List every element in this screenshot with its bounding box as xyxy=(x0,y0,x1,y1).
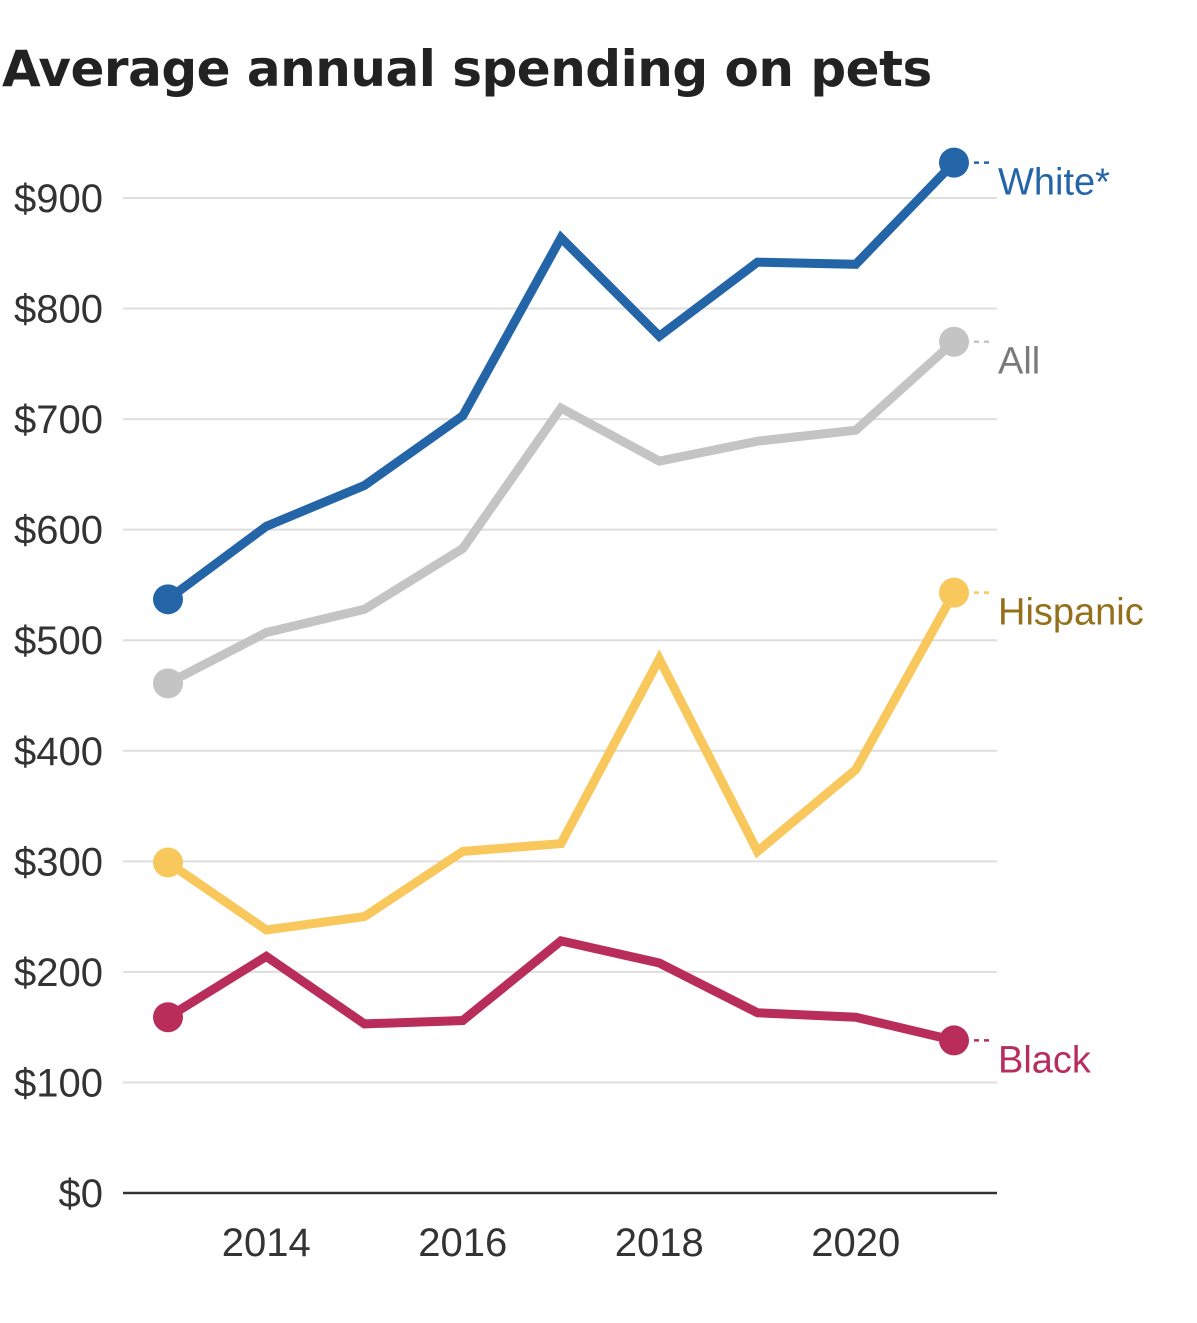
y-tick-label: $600 xyxy=(14,509,103,553)
series-line-hispanic xyxy=(165,590,958,935)
point-black-end xyxy=(939,1025,969,1056)
point-white-end xyxy=(939,147,969,178)
x-tick-label: 2014 xyxy=(222,1221,311,1265)
y-tick-label: $700 xyxy=(14,398,103,442)
y-tick-label: $0 xyxy=(59,1172,104,1216)
series-label-hispanic: Hispanic xyxy=(998,592,1144,634)
series-line-black xyxy=(165,936,956,1045)
point-black-start xyxy=(153,1002,183,1033)
point-all-start xyxy=(153,668,183,699)
y-tick-label: $300 xyxy=(14,840,103,884)
axes: $0 $100 $200 $300 $400 $500 $600 $700 $800 $900 20… xyxy=(14,177,997,1265)
series-label-all: All xyxy=(998,341,1040,383)
series-label-white: White* xyxy=(998,162,1110,204)
series-label-black: Black xyxy=(998,1039,1092,1081)
point-all-end xyxy=(939,326,969,357)
chart-title: Average annual spending on pets xyxy=(2,40,932,98)
x-tick-label: 2016 xyxy=(418,1221,507,1265)
point-hispanic-end xyxy=(939,577,969,608)
y-tick-label: $100 xyxy=(14,1061,103,1105)
series-line-white xyxy=(165,159,958,603)
x-tick-label: 2018 xyxy=(615,1221,704,1265)
y-tick-label: $200 xyxy=(14,951,103,995)
y-tick-label: $400 xyxy=(14,730,103,774)
point-white-start xyxy=(153,584,183,615)
series-lines xyxy=(153,147,969,1056)
y-tick-label: $900 xyxy=(14,177,103,221)
x-tick-label: 2020 xyxy=(811,1221,900,1265)
gridlines xyxy=(123,197,997,1084)
point-hispanic-start xyxy=(153,847,183,878)
series-labels: White* All Hispanic Black xyxy=(974,161,1144,1081)
y-tick-label: $500 xyxy=(14,619,103,663)
y-tick-label: $800 xyxy=(14,288,103,332)
series-line-all xyxy=(165,338,958,688)
